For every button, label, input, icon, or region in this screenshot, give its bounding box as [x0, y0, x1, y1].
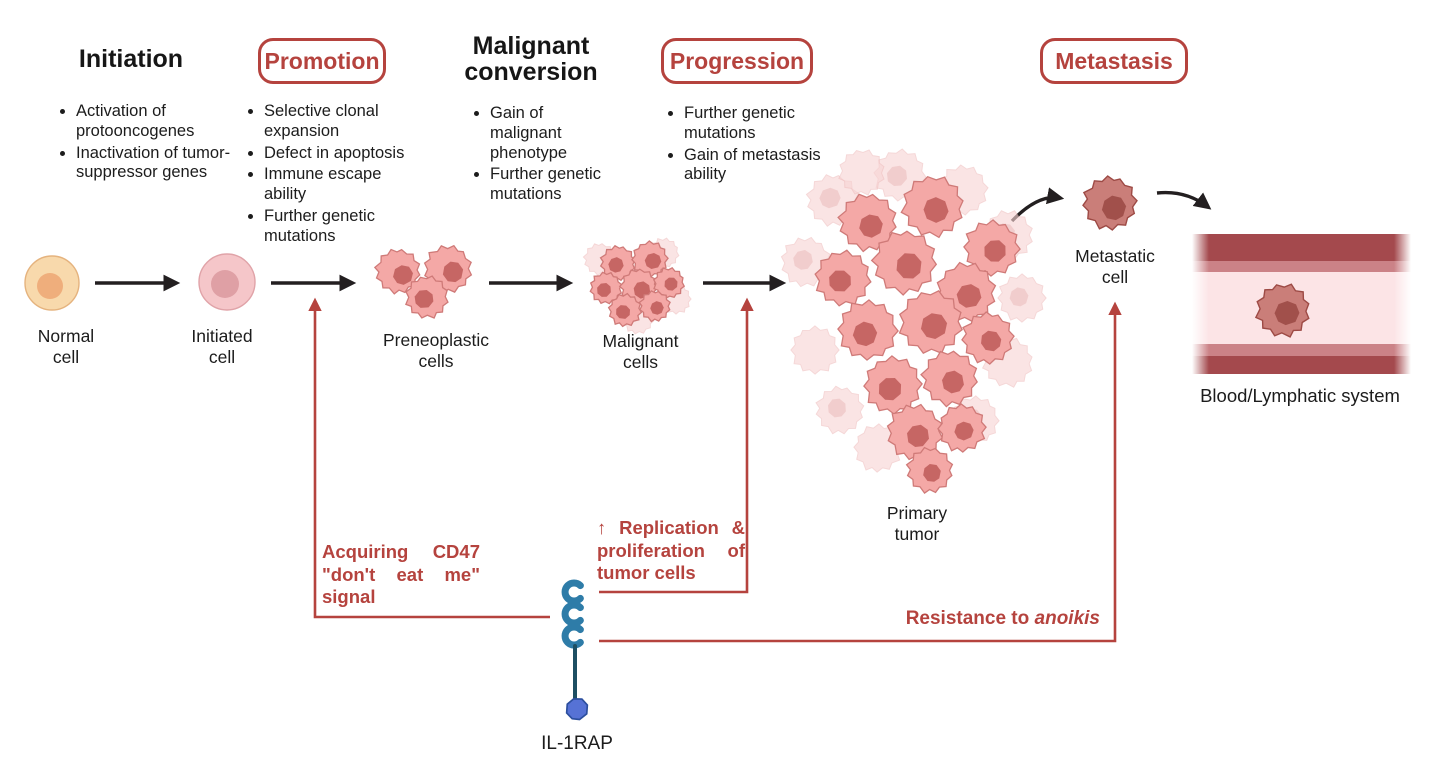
stage-box-promotion: Promotion: [258, 38, 386, 84]
cd47-arrow: [308, 297, 550, 619]
stage-box-progression: Progression: [661, 38, 813, 84]
stage-title-initiation: Initiation: [78, 45, 184, 73]
normal-cell-label: Normal cell: [37, 326, 95, 368]
metastatic-cell: [1070, 165, 1147, 242]
bullet-item: Further genetic mutations: [490, 165, 615, 205]
malignant-conversion-bullets: Gain of malignant phenotype Further gene…: [466, 104, 615, 207]
stage-title-malignant-conversion: Malignant conversion: [464, 32, 598, 86]
initiation-bullets: Activation of protooncogenes Inactivatio…: [52, 102, 262, 185]
il1rap-receptor-icon: [561, 579, 592, 724]
resistance-text: Resistance to: [905, 608, 1035, 629]
bullet-item: Gain of metastasis ability: [684, 146, 824, 186]
blood-lymphatic-label: Blood/Lymphatic system: [1200, 385, 1400, 406]
bullet-item: Gain of malignant phenotype: [490, 104, 615, 163]
il1rap-effect-lines: [308, 297, 1122, 643]
malignant-cells-label: Malignant cells: [602, 331, 679, 373]
resistance-arrow: [599, 301, 1122, 643]
bullet-item: Inactivation of tumor-suppressor genes: [76, 144, 262, 184]
replication-arrow: [599, 297, 754, 594]
blood-vessel: [1192, 234, 1411, 374]
normal-cell: [24, 255, 80, 311]
metastatic-cell-label: Metastatic cell: [1075, 246, 1155, 288]
metastatic-to-vessel-arrow: [1156, 190, 1212, 210]
promotion-bullets: Selective clonal expansion Defect in apo…: [240, 102, 424, 249]
bullet-item: Further genetic mutations: [684, 104, 824, 144]
initiated-cell: [198, 253, 256, 311]
preneoplastic-cells-label: Preneoplastic cells: [382, 330, 490, 372]
stage-label-progression: Progression: [669, 47, 805, 74]
stage-label-metastasis: Metastasis: [1055, 47, 1173, 74]
replication-annotation: ↑ Replication & proliferation of tumor c…: [597, 517, 745, 584]
bullet-item: Immune escape ability: [264, 165, 424, 205]
malignant-cells: [579, 232, 698, 342]
il1rap-label: IL-1RAP: [541, 733, 613, 754]
bullet-item: Activation of protooncogenes: [76, 102, 262, 142]
bullet-item: Defect in apoptosis: [264, 144, 424, 164]
cd47-annotation: Acquiring CD47 "don't eat me" signal: [322, 541, 480, 608]
resistance-italic-word: anoikis: [1034, 608, 1100, 629]
stage-box-metastasis: Metastasis: [1040, 38, 1188, 84]
initiated-cell-label: Initiated cell: [191, 326, 253, 368]
bullet-item: Selective clonal expansion: [264, 102, 424, 142]
primary-tumor: [768, 140, 1056, 501]
bullet-item: Further genetic mutations: [264, 207, 424, 247]
progression-bullets: Further genetic mutations Gain of metast…: [660, 104, 824, 187]
resistance-annotation: Resistance to anoikis: [880, 608, 1100, 630]
primary-tumor-label: Primary tumor: [886, 503, 948, 545]
stage-label-promotion: Promotion: [264, 47, 380, 74]
